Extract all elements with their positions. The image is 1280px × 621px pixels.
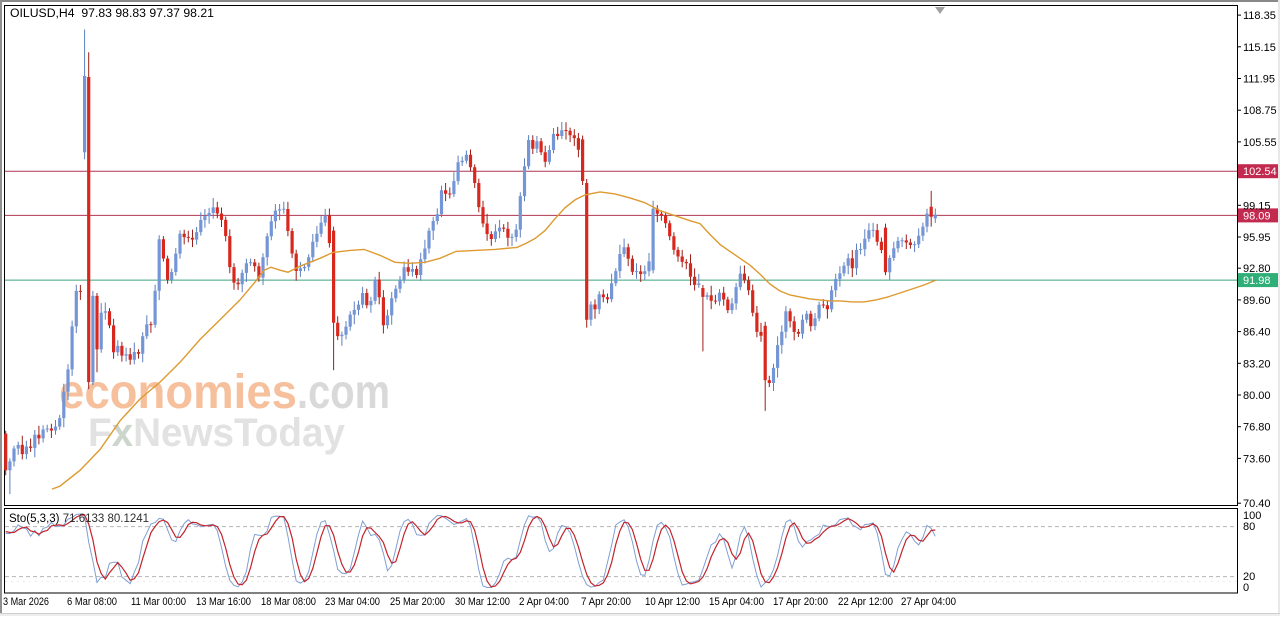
svg-text:86.40: 86.40 <box>1243 327 1271 339</box>
svg-text:23 Mar 04:00: 23 Mar 04:00 <box>325 596 380 608</box>
svg-text:95.95: 95.95 <box>1243 232 1271 244</box>
svg-text:10 Apr 12:00: 10 Apr 12:00 <box>645 596 700 608</box>
svg-text:92.80: 92.80 <box>1243 263 1271 275</box>
svg-text:3 Mar 2026: 3 Mar 2026 <box>3 596 49 608</box>
svg-text:89.60: 89.60 <box>1243 295 1271 307</box>
svg-text:13 Mar 16:00: 13 Mar 16:00 <box>196 596 251 608</box>
svg-text:0: 0 <box>1243 582 1249 594</box>
svg-text:11 Mar 00:00: 11 Mar 00:00 <box>131 596 186 608</box>
svg-text:70.40: 70.40 <box>1243 498 1271 510</box>
svg-text:118.35: 118.35 <box>1243 10 1276 22</box>
svg-text:30 Mar 12:00: 30 Mar 12:00 <box>455 596 510 608</box>
svg-text:105.55: 105.55 <box>1243 137 1277 149</box>
svg-text:111.95: 111.95 <box>1243 74 1275 86</box>
svg-text:102.54: 102.54 <box>1243 166 1277 178</box>
svg-text:80.00: 80.00 <box>1243 390 1271 402</box>
svg-text:17 Apr 20:00: 17 Apr 20:00 <box>773 596 828 608</box>
svg-text:Sto(5,3,3) 71.6133 80.1241: Sto(5,3,3) 71.6133 80.1241 <box>9 513 149 525</box>
svg-text:economies: economies <box>59 366 297 419</box>
svg-text:115.15: 115.15 <box>1243 42 1276 54</box>
svg-text:73.60: 73.60 <box>1243 453 1271 465</box>
svg-text:100: 100 <box>1243 510 1261 522</box>
svg-text:7 Apr 20:00: 7 Apr 20:00 <box>581 596 631 608</box>
svg-text:27 Apr 04:00: 27 Apr 04:00 <box>901 596 956 608</box>
svg-text:99.15: 99.15 <box>1243 200 1271 212</box>
svg-text:76.80: 76.80 <box>1243 422 1271 434</box>
svg-text:108.75: 108.75 <box>1243 105 1277 117</box>
svg-text:20: 20 <box>1243 571 1255 583</box>
svg-text:91.98: 91.98 <box>1243 275 1271 287</box>
svg-text:6 Mar 08:00: 6 Mar 08:00 <box>67 596 117 608</box>
svg-text:15 Apr 04:00: 15 Apr 04:00 <box>709 596 764 608</box>
svg-text:.com: .com <box>297 366 390 419</box>
svg-text:22 Apr 12:00: 22 Apr 12:00 <box>838 596 893 608</box>
svg-text:98.09: 98.09 <box>1243 210 1271 222</box>
svg-text:OILUSD,H4 97.83 98.83 97.37 9: OILUSD,H4 97.83 98.83 97.37 98.21 <box>10 8 214 20</box>
svg-text:80: 80 <box>1243 521 1255 533</box>
svg-text:25 Mar 20:00: 25 Mar 20:00 <box>390 596 445 608</box>
svg-text:83.20: 83.20 <box>1243 358 1271 370</box>
svg-text:18 Mar 08:00: 18 Mar 08:00 <box>261 596 316 608</box>
svg-text:FxNewsToday: FxNewsToday <box>88 411 346 455</box>
svg-text:2 Apr 04:00: 2 Apr 04:00 <box>519 596 569 608</box>
